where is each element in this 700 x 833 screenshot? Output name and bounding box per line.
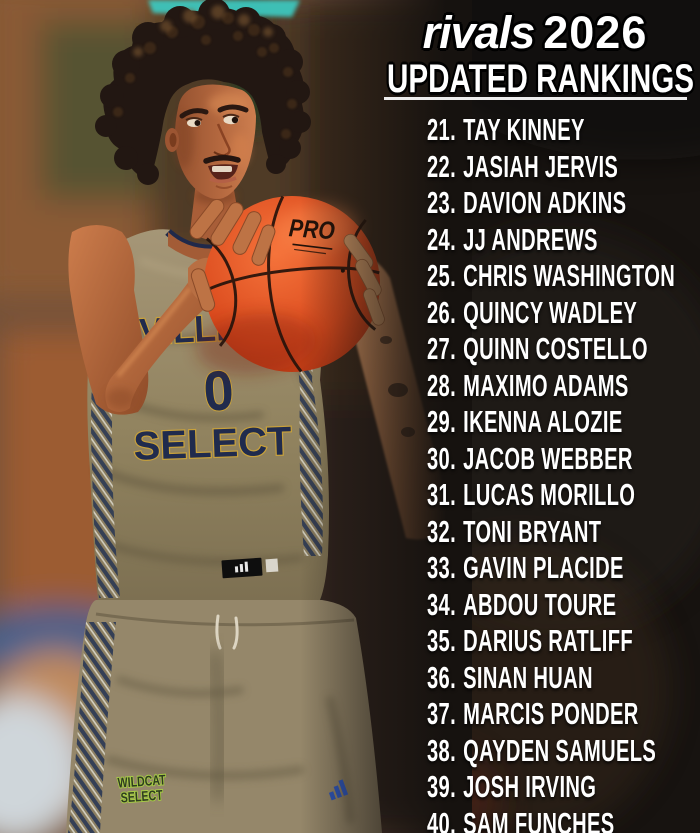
ranking-item: 24. JJ ANDREWS (427, 222, 675, 259)
player-hand-fingers (189, 198, 276, 312)
ranking-item: 38. QAYDEN SAMUELS (427, 733, 675, 770)
ranking-item: 36. SINAN HUAN (427, 660, 675, 697)
ranking-item: 28. MAXIMO ADAMS (427, 368, 675, 405)
ranking-item: 37. MARCIS PONDER (427, 696, 675, 733)
player-name: SINAN HUAN (463, 659, 593, 695)
player-name: TAY KINNEY (463, 112, 585, 147)
player-name: JASIAH JERVIS (463, 148, 619, 184)
jersey-adidas-tag (221, 557, 279, 579)
rank-number: 30. (427, 440, 456, 476)
photo-fade-overlay (300, 0, 472, 833)
player-name: DARIUS RATLIFF (463, 623, 633, 658)
rankings-list: 21. TAY KINNEY 22. JASIAH JERVIS 23. DAVION… (427, 112, 700, 833)
ranking-item: 26. QUINCY WADLEY (427, 295, 675, 332)
rank-number: 26. (427, 294, 456, 330)
shorts-side-pattern (68, 622, 116, 833)
player-name: SAM FUNCHES (463, 805, 615, 833)
header-subtitle: UPDATED RANKINGS (387, 57, 694, 101)
rank-number: 24. (427, 221, 456, 257)
ranking-item: 27. QUINN COSTELLO (427, 331, 675, 368)
ranking-item: 25. CHRIS WASHINGTON (427, 258, 675, 295)
rank-number: 23. (427, 185, 456, 220)
shorts-brand-line2: SELECT (120, 787, 163, 806)
header-underline (384, 97, 687, 100)
player-name: GAVIN PLACIDE (463, 550, 624, 585)
ranking-item: 23. DAVION ADKINS (427, 185, 675, 222)
rank-number: 40. (427, 805, 456, 833)
rank-number: 38. (427, 732, 456, 768)
rank-number: 27. (427, 331, 456, 366)
player-name: JACOB WEBBER (463, 440, 633, 476)
header-year: 2026 (543, 7, 648, 58)
mustache (203, 155, 241, 164)
ranking-item: 22. JASIAH JERVIS (427, 149, 675, 186)
rank-number: 25. (427, 258, 456, 293)
rank-number: 32. (427, 513, 456, 549)
player-name: DAVION ADKINS (463, 185, 627, 220)
player-name: MARCIS PONDER (463, 696, 639, 731)
ranking-item: 35. DARIUS RATLIFF (427, 623, 675, 660)
player-name: ABDOU TOURE (463, 586, 617, 622)
jersey-team-name-bottom: SELECT (133, 419, 292, 468)
player-name: QAYDEN SAMUELS (463, 732, 657, 768)
shorts-brand-line1: WILDCAT (117, 771, 166, 790)
player-name: CHRIS WASHINGTON (463, 258, 676, 293)
rank-number: 34. (427, 586, 456, 622)
ranking-item: 40. SAM FUNCHES (427, 806, 675, 833)
rank-number: 21. (427, 112, 456, 147)
brand-header: rivals 2026 (378, 6, 692, 60)
ranking-item: 33. GAVIN PLACIDE (427, 550, 675, 587)
ranking-item: 29. IKENNA ALOZIE (427, 404, 675, 441)
rivals-logo: rivals (422, 7, 536, 58)
rank-number: 39. (427, 769, 456, 804)
rank-number: 28. (427, 367, 456, 403)
player-name: TONI BRYANT (463, 513, 602, 549)
ranking-item: 32. TONI BRYANT (427, 514, 675, 551)
eyebrow (179, 108, 209, 119)
player-name: MAXIMO ADAMS (463, 367, 629, 403)
player-name: QUINN COSTELLO (463, 331, 648, 366)
ranking-item: 21. TAY KINNEY (427, 112, 675, 149)
player-name: QUINCY WADLEY (463, 294, 638, 330)
drawstring (215, 614, 222, 650)
ranking-item: 30. JACOB WEBBER (427, 441, 675, 478)
player-name: IKENNA ALOZIE (463, 404, 623, 439)
player-name: LUCAS MORILLO (463, 477, 636, 512)
rank-number: 37. (427, 696, 456, 731)
ranking-item: 39. JOSH IRVING (427, 769, 675, 806)
rank-number: 22. (427, 148, 456, 184)
rank-number: 31. (427, 477, 456, 512)
player-name: JOSH IRVING (463, 769, 597, 804)
ranking-item: 34. ABDOU TOURE (427, 587, 675, 624)
player-name: JJ ANDREWS (463, 221, 598, 257)
rank-number: 36. (427, 659, 456, 695)
rank-number: 35. (427, 623, 456, 658)
rank-number: 29. (427, 404, 456, 439)
ranking-item: 31. LUCAS MORILLO (427, 477, 675, 514)
rank-number: 33. (427, 550, 456, 585)
nose (216, 123, 231, 157)
photo-area: VILLE 0 SELECT (0, 0, 472, 833)
player-hair (95, 0, 311, 185)
